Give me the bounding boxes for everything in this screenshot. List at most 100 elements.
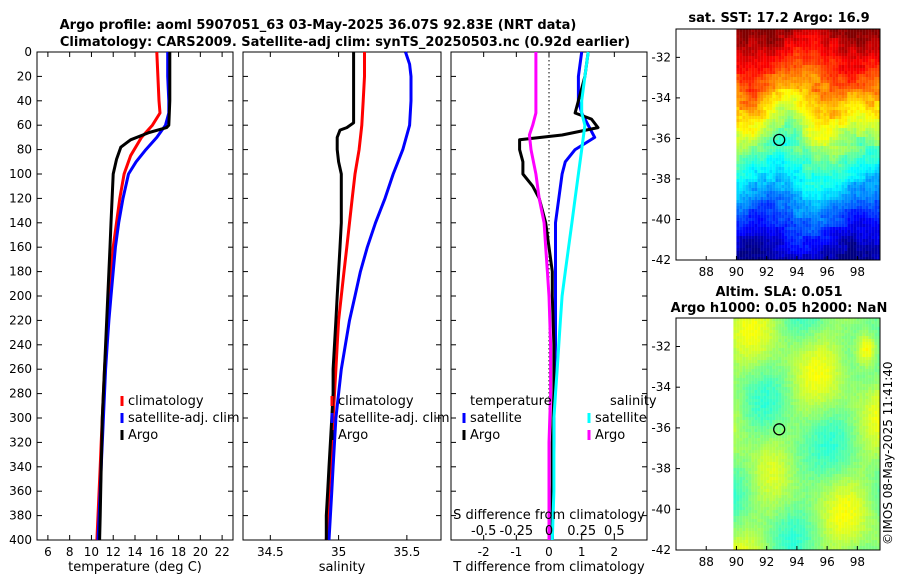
heatmap-cell: [736, 98, 740, 101]
heatmap-cell: [760, 89, 764, 92]
heatmap-cell: [736, 212, 740, 215]
heatmap-cell: [871, 215, 875, 218]
heatmap-cell: [871, 146, 875, 149]
heatmap-cell: [850, 221, 854, 224]
y-tick-label: 340: [9, 460, 32, 474]
heatmap-cell: [838, 152, 842, 155]
heatmap-cell: [751, 402, 755, 405]
heatmap-cell: [853, 170, 857, 173]
heatmap-cell: [748, 471, 752, 474]
heatmap-cell: [844, 128, 848, 131]
heatmap-cell: [739, 176, 743, 179]
heatmap-cell: [736, 134, 740, 137]
heatmap-cell: [751, 357, 755, 360]
heatmap-cell: [817, 83, 821, 86]
heatmap-cell: [802, 167, 806, 170]
heatmap-cell: [841, 152, 845, 155]
heatmap-cell: [748, 498, 752, 501]
heatmap-cell: [796, 35, 800, 38]
heatmap-cell: [748, 56, 752, 59]
heatmap-cell: [823, 164, 827, 167]
heatmap-cell: [766, 540, 770, 543]
heatmap-cell: [733, 534, 737, 537]
heatmap-cell: [826, 68, 830, 71]
heatmap-cell: [751, 209, 755, 212]
heatmap-cell: [784, 29, 788, 32]
heatmap-cell: [874, 209, 878, 212]
heatmap-cell: [835, 152, 839, 155]
heatmap-cell: [835, 86, 839, 89]
heatmap-cell: [739, 233, 743, 236]
heatmap-cell: [868, 188, 872, 191]
heatmap-cell: [739, 95, 743, 98]
heatmap-cell: [835, 170, 839, 173]
heatmap-cell: [757, 357, 761, 360]
heatmap-cell: [865, 179, 869, 182]
heatmap-cell: [742, 468, 746, 471]
heatmap-cell: [763, 164, 767, 167]
heatmap-cell: [751, 528, 755, 531]
heatmap-cell: [832, 38, 836, 41]
heatmap-cell: [829, 191, 833, 194]
heatmap-cell: [742, 543, 746, 546]
heatmap-cell: [748, 366, 752, 369]
heatmap-cell: [769, 504, 773, 507]
heatmap-cell: [778, 128, 782, 131]
heatmap-cell: [868, 203, 872, 206]
heatmap-cell: [856, 143, 860, 146]
heatmap-cell: [781, 101, 785, 104]
heatmap-cell: [811, 257, 815, 260]
heatmap-cell: [844, 215, 848, 218]
heatmap-cell: [760, 161, 764, 164]
heatmap-cell: [874, 221, 878, 224]
heatmap-cell: [772, 158, 776, 161]
heatmap-cell: [772, 41, 776, 44]
heatmap-cell: [736, 203, 740, 206]
heatmap-cell: [769, 501, 773, 504]
heatmap-cell: [760, 471, 764, 474]
heatmap-cell: [766, 167, 770, 170]
heatmap-cell: [835, 212, 839, 215]
heatmap-cell: [760, 230, 764, 233]
heatmap-cell: [832, 47, 836, 50]
heatmap-cell: [823, 35, 827, 38]
heatmap-cell: [763, 173, 767, 176]
heatmap-cell: [859, 74, 863, 77]
heatmap-cell: [835, 164, 839, 167]
heatmap-cell: [832, 161, 836, 164]
heatmap-cell: [769, 212, 773, 215]
heatmap-cell: [769, 360, 773, 363]
heatmap-cell: [757, 89, 761, 92]
heatmap-cell: [754, 176, 758, 179]
heatmap-cell: [805, 254, 809, 257]
heatmap-cell: [766, 158, 770, 161]
heatmap-cell: [826, 110, 830, 113]
heatmap-cell: [781, 182, 785, 185]
heatmap-cell: [856, 257, 860, 260]
heatmap-cell: [811, 218, 815, 221]
heatmap-cell: [796, 158, 800, 161]
heatmap-cell: [739, 254, 743, 257]
heatmap-cell: [862, 59, 866, 62]
heatmap-cell: [763, 155, 767, 158]
heatmap-cell: [796, 230, 800, 233]
heatmap-cell: [832, 110, 836, 113]
heatmap-cell: [811, 77, 815, 80]
heatmap-cell: [754, 450, 758, 453]
heatmap-cell: [847, 86, 851, 89]
heatmap-cell: [832, 251, 836, 254]
heatmap-cell: [877, 215, 880, 218]
heatmap-cell: [751, 489, 755, 492]
heatmap-cell: [877, 122, 880, 125]
heatmap-cell: [754, 321, 758, 324]
heatmap-cell: [772, 173, 776, 176]
heatmap-cell: [796, 161, 800, 164]
heatmap-cell: [760, 399, 764, 402]
heatmap-cell: [787, 59, 791, 62]
heatmap-cell: [856, 83, 860, 86]
heatmap-cell: [751, 384, 755, 387]
heatmap-cell: [868, 29, 872, 32]
heatmap-cell: [874, 137, 878, 140]
heatmap-cell: [874, 251, 878, 254]
heatmap-cell: [742, 477, 746, 480]
